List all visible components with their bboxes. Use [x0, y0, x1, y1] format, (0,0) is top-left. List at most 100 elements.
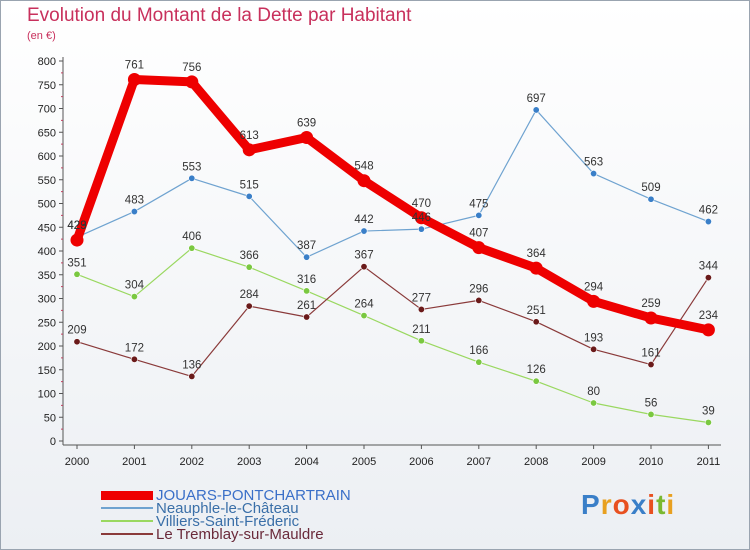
y-tick-label: 450: [38, 222, 56, 234]
data-point: [590, 170, 598, 178]
data-label: 316: [297, 274, 316, 286]
data-label: 264: [354, 299, 374, 311]
legend-item: Villiers-Saint-Fréderic: [101, 512, 300, 530]
data-label: 613: [240, 130, 259, 142]
chart-axes: 0 50 100 150 200 250 300 350 400 450 500 550 600 650 7…: [38, 56, 721, 468]
data-label: 209: [67, 325, 86, 337]
data-label: 277: [412, 292, 431, 304]
data-label: 80: [587, 386, 600, 398]
y-tick-label: 0: [50, 436, 56, 448]
x-tick-label: 2005: [352, 456, 376, 468]
data-point: [188, 244, 196, 252]
data-label: 429: [67, 220, 86, 232]
x-tick-label: 2001: [122, 456, 146, 468]
y-tick-label: 100: [38, 389, 56, 401]
data-point: [303, 253, 311, 261]
data-label: 446: [412, 212, 431, 224]
data-label: 553: [182, 161, 201, 173]
legend-swatch: [101, 533, 153, 535]
data-label: 304: [125, 280, 145, 292]
data-label: 39: [702, 405, 715, 417]
data-label: 344: [699, 261, 719, 273]
chart-title: Evolution du Montant de la Dette par Hab…: [27, 5, 412, 26]
data-label: 193: [584, 332, 603, 344]
y-tick-label: 150: [38, 365, 56, 377]
data-point: [303, 313, 311, 321]
brand-letter: o: [612, 489, 631, 520]
data-label: 442: [354, 214, 373, 226]
legend-label: Villiers-Saint-Fréderic: [156, 512, 300, 530]
data-point: [644, 311, 658, 325]
data-point: [590, 345, 598, 353]
chart-legend: JOUARS-PONTCHARTRAIN Neauphle-le-Château V…: [101, 487, 401, 547]
data-point: [357, 174, 371, 188]
y-tick-label: 600: [38, 151, 56, 163]
data-label: 351: [67, 257, 86, 269]
y-tick-label: 250: [38, 317, 56, 329]
y-tick-label: 550: [38, 175, 56, 187]
data-label: 284: [240, 289, 260, 301]
y-tick-label: 300: [38, 294, 56, 306]
line-chart: 0 50 100 150 200 250 300 350 400 450 500 550 600 650 7…: [38, 56, 721, 468]
data-point: [242, 143, 256, 157]
data-point: [475, 296, 483, 304]
data-point: [303, 287, 311, 295]
data-point: [475, 211, 483, 219]
legend-swatch: [101, 507, 153, 509]
data-point: [417, 337, 425, 345]
data-point: [185, 75, 199, 89]
y-tick-label: 500: [38, 199, 56, 211]
data-point: [704, 274, 712, 282]
data-label: 387: [297, 240, 316, 252]
legend-item: Le Tremblay-sur-Mauldre: [101, 526, 324, 543]
brand-letter: i: [647, 489, 657, 520]
x-tick-label: 2003: [237, 456, 261, 468]
data-point: [701, 323, 715, 337]
data-point: [647, 195, 655, 203]
data-label: 126: [527, 364, 546, 376]
data-label: 761: [125, 60, 144, 72]
data-point: [300, 130, 314, 144]
data-label: 756: [182, 62, 201, 74]
y-tick-label: 200: [38, 341, 56, 353]
data-label: 261: [297, 300, 316, 312]
y-tick-label: 650: [38, 127, 56, 139]
legend-item: JOUARS-PONTCHARTRAIN: [101, 487, 351, 504]
data-label: 294: [584, 281, 604, 293]
brand-letter: P: [581, 489, 601, 520]
legend-label: Neauphle-le-Château: [156, 499, 299, 517]
data-label: 563: [584, 157, 603, 169]
series-line: [72, 75, 713, 335]
data-label: 172: [125, 342, 144, 354]
data-label: 407: [469, 228, 488, 240]
data-label: 296: [469, 283, 488, 295]
data-label: 483: [125, 195, 144, 207]
x-tick-label: 2002: [180, 456, 204, 468]
brand-letter: i: [666, 489, 676, 520]
x-tick-label: 2011: [697, 456, 721, 468]
brand-logo: Proxiti: [581, 489, 675, 521]
data-point: [188, 372, 196, 380]
data-point: [472, 241, 486, 255]
x-tick-label: 2009: [581, 456, 605, 468]
x-tick-label: 2004: [294, 456, 318, 468]
chart-data-labels: 429 483 553 515 387 442 446 475 697 563 509 462 351 3…: [67, 60, 718, 418]
data-point: [360, 227, 368, 235]
data-point: [73, 338, 81, 346]
y-tick-label: 750: [38, 80, 56, 92]
data-point: [417, 305, 425, 313]
data-point: [532, 106, 540, 114]
data-point: [532, 377, 540, 385]
data-label: 234: [699, 310, 719, 322]
brand-letter: t: [656, 489, 667, 520]
y-tick-label: 400: [38, 246, 56, 258]
data-point: [360, 312, 368, 320]
chart-series: [70, 73, 715, 426]
data-point: [704, 218, 712, 226]
data-label: 367: [354, 250, 373, 262]
brand-letter: r: [600, 489, 613, 520]
data-point: [587, 294, 601, 308]
data-point: [647, 361, 655, 369]
data-label: 166: [469, 345, 488, 357]
